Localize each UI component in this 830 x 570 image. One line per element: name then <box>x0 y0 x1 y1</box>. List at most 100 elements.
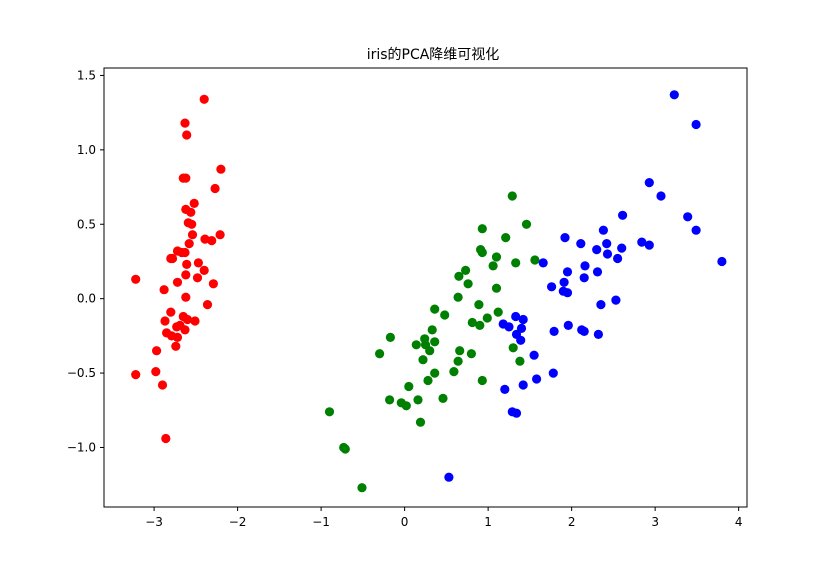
scatter-point-series-1 <box>189 198 199 208</box>
y-tick-label: 0.0 <box>77 292 96 306</box>
scatter-point-series-2 <box>511 258 521 268</box>
scatter-point-series-3 <box>562 288 573 298</box>
scatter-point-series-3 <box>580 261 590 271</box>
scatter-point-series-3 <box>511 408 522 418</box>
scatter-point-series-2 <box>404 381 414 392</box>
scatter-point-series-3 <box>656 191 666 201</box>
scatter-point-series-2 <box>507 191 517 201</box>
scatter-point-series-1 <box>172 322 182 332</box>
scatter-point-series-3 <box>444 472 454 482</box>
scatter-point-series-3 <box>518 314 528 325</box>
scatter-point-series-1 <box>131 274 141 284</box>
scatter-point-series-3 <box>683 212 693 222</box>
scatter-point-series-2 <box>375 349 385 359</box>
scatter-point-series-2 <box>418 355 428 365</box>
scatter-point-series-2 <box>423 375 433 386</box>
x-tick-label: 3 <box>651 515 659 529</box>
x-tick-label: 0 <box>401 515 409 529</box>
scatter-point-series-3 <box>617 243 627 253</box>
scatter-point-series-3 <box>691 225 701 235</box>
scatter-point-series-1 <box>187 219 197 229</box>
scatter-point-series-1 <box>161 433 171 444</box>
scatter-point-series-2 <box>401 401 411 411</box>
scatter-point-series-2 <box>463 279 473 289</box>
scatter-point-series-2 <box>491 252 502 262</box>
scatter-point-series-1 <box>180 118 190 128</box>
scatter-point-series-1 <box>159 285 169 295</box>
scatter-point-series-3 <box>669 90 679 100</box>
y-tick-label: 1.5 <box>77 68 96 82</box>
scatter-point-series-3 <box>691 119 701 130</box>
scatter-point-series-3 <box>548 368 558 378</box>
scatter-point-series-2 <box>440 310 450 320</box>
x-tick-label: −3 <box>145 515 163 529</box>
scatter-point-series-2 <box>425 346 435 356</box>
y-tick-label: 1.0 <box>77 143 96 157</box>
scatter-point-series-3 <box>576 239 586 249</box>
scatter-point-series-3 <box>611 295 621 305</box>
scatter-point-series-3 <box>593 329 604 339</box>
scatter-point-series-1 <box>210 183 220 194</box>
data-points <box>131 90 727 493</box>
scatter-point-series-2 <box>477 375 487 386</box>
scatter-point-series-1 <box>160 316 170 326</box>
scatter-point-series-2 <box>477 247 487 258</box>
scatter-point-series-2 <box>453 356 463 366</box>
scatter-point-series-1 <box>171 341 181 351</box>
scatter-point-series-1 <box>157 380 168 390</box>
scatter-point-series-3 <box>598 225 609 235</box>
scatter-point-series-3 <box>547 282 557 292</box>
scatter-point-series-2 <box>508 343 518 353</box>
scatter-point-series-3 <box>504 322 514 332</box>
scatter-point-series-2 <box>340 444 350 454</box>
scatter-point-series-1 <box>208 279 218 289</box>
scatter-point-series-3 <box>592 245 602 255</box>
scatter-point-series-2 <box>430 368 440 378</box>
scatter-point-series-1 <box>216 164 226 174</box>
plot-area-frame <box>103 67 748 508</box>
scatter-point-series-1 <box>186 207 196 217</box>
x-tick-label: −1 <box>312 515 330 529</box>
x-tick-label: −2 <box>229 515 247 529</box>
scatter-point-series-3 <box>560 233 570 243</box>
y-axis: −1.0 −0.5 0.0 0.5 1.0 1.5 <box>67 68 104 454</box>
x-tick-label: 2 <box>568 515 576 529</box>
scatter-point-series-2 <box>430 304 440 314</box>
scatter-point-series-2 <box>438 393 448 403</box>
scatter-point-series-3 <box>516 335 526 345</box>
scatter-point-series-3 <box>518 380 528 390</box>
scatter-point-series-3 <box>592 267 603 277</box>
scatter-point-series-2 <box>491 283 502 293</box>
scatter-point-series-1 <box>181 173 191 183</box>
scatter-point-series-3 <box>500 384 510 394</box>
scatter-point-series-3 <box>644 178 654 188</box>
y-tick-label: 0.5 <box>77 217 96 231</box>
scatter-point-series-3 <box>717 256 727 267</box>
scatter-point-series-1 <box>215 230 225 240</box>
scatter-point-series-2 <box>449 367 459 377</box>
scatter-point-series-2 <box>453 292 463 302</box>
scatter-point-series-3 <box>637 237 647 247</box>
scatter-point-series-3 <box>579 326 589 336</box>
scatter-point-series-2 <box>466 349 476 359</box>
y-tick-label: −0.5 <box>67 366 96 380</box>
scatter-point-series-1 <box>180 325 190 335</box>
scatter-point-series-2 <box>357 483 367 493</box>
scatter-point-series-1 <box>166 253 176 264</box>
scatter-point-series-2 <box>411 340 421 350</box>
scatter-point-series-3 <box>644 240 654 250</box>
scatter-point-series-3 <box>549 326 559 336</box>
scatter-point-series-2 <box>482 313 492 323</box>
scatter-point-series-3 <box>532 374 542 384</box>
scatter-point-series-1 <box>172 332 183 342</box>
scatter-point-series-1 <box>131 370 141 380</box>
scatter-point-series-2 <box>454 271 464 281</box>
scatter-point-series-3 <box>538 258 548 268</box>
scatter-point-series-1 <box>180 247 190 258</box>
scatter-point-series-2 <box>475 320 485 330</box>
scatter-point-series-2 <box>455 346 465 356</box>
scatter-point-series-1 <box>184 239 194 249</box>
scatter-point-series-3 <box>602 239 612 249</box>
scatter-point-series-1 <box>151 367 161 377</box>
